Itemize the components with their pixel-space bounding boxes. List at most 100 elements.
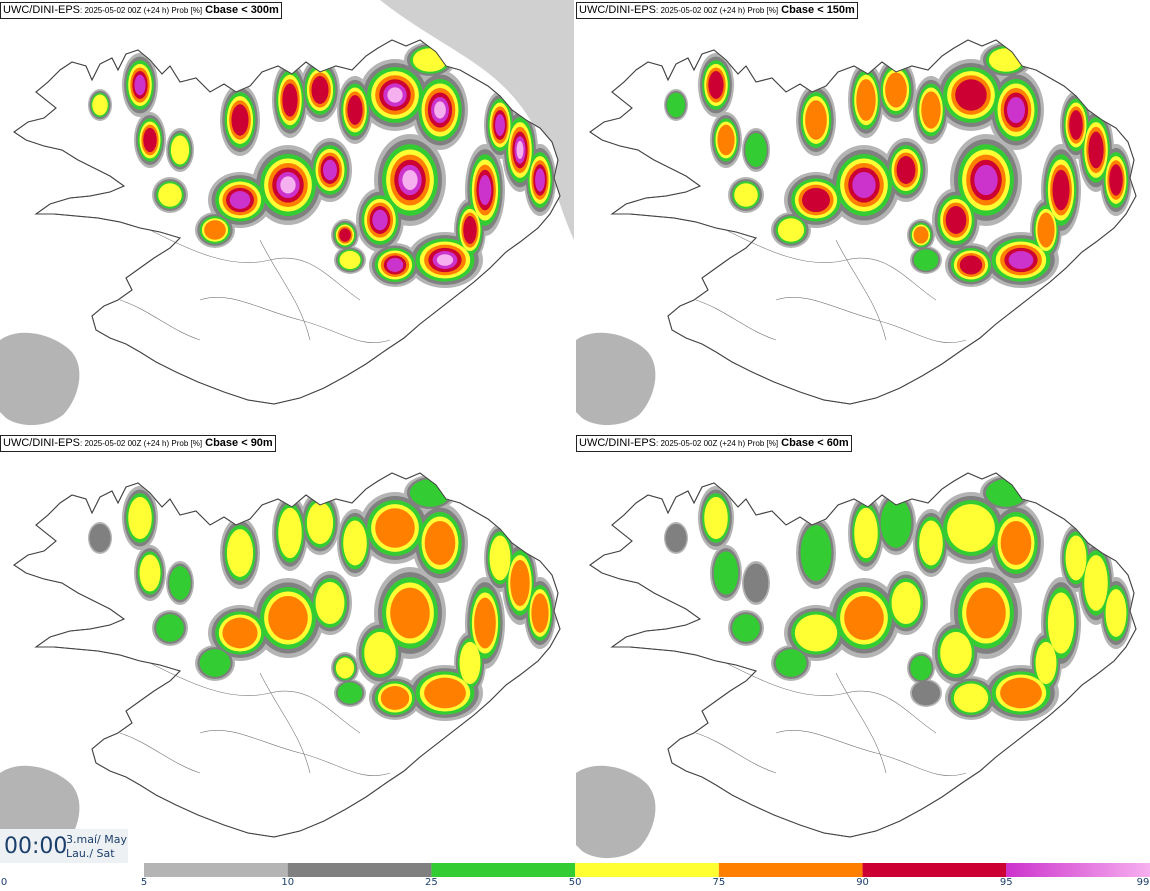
- region-boundary: [199, 729, 391, 777]
- prob-contour: [143, 127, 157, 153]
- prob-contour: [306, 501, 334, 545]
- region-boundary: [775, 296, 967, 344]
- probability-field: [664, 42, 1132, 288]
- region-boundary: [149, 662, 361, 734]
- prob-contour: [743, 563, 769, 603]
- region-boundary: [775, 729, 967, 777]
- prob-contour: [966, 587, 1006, 639]
- coastline-outline: [13, 39, 561, 405]
- probability-colorbar: [144, 863, 1150, 877]
- region-boundary: [725, 229, 937, 301]
- prob-contour: [337, 682, 363, 704]
- prob-contour: [199, 649, 231, 677]
- prob-contour: [1008, 251, 1034, 269]
- prob-contour: [282, 83, 298, 117]
- prob-contour: [666, 92, 686, 118]
- prob-contour: [856, 79, 876, 121]
- prob-contour: [387, 87, 403, 103]
- prob-contour: [170, 135, 190, 165]
- colorbar-tick-label: 90: [856, 877, 869, 888]
- prob-contour: [311, 76, 329, 104]
- colorbar-tick-label: 50: [568, 877, 582, 888]
- prob-contour: [732, 614, 760, 642]
- prob-contour: [775, 649, 807, 677]
- prob-contour: [339, 250, 361, 270]
- coastline-outline: [589, 472, 1137, 838]
- probability-field: [88, 42, 556, 288]
- prob-contour: [315, 581, 345, 625]
- coastline-outline: [589, 39, 1137, 405]
- prob-contour: [1047, 592, 1075, 654]
- prob-contour: [800, 525, 832, 581]
- prob-contour: [280, 176, 296, 194]
- prob-contour: [665, 523, 687, 553]
- valid-date-line1: 3.maí/ May: [66, 833, 127, 846]
- colorbar-tick-label: 0: [0, 877, 8, 888]
- prob-contour: [92, 94, 108, 116]
- colorbar-bin: [431, 863, 576, 877]
- prob-contour: [854, 507, 878, 559]
- region-boundary: [259, 672, 311, 774]
- prob-contour: [510, 559, 530, 607]
- iceland-probability-map: [0, 472, 561, 859]
- prob-contour: [1035, 641, 1057, 685]
- prob-contour: [1069, 110, 1083, 140]
- prob-contour: [335, 657, 355, 679]
- prob-contour: [516, 140, 524, 160]
- prob-contour: [231, 104, 249, 136]
- colorbar-bin-gradient: [1006, 863, 1150, 877]
- prob-contour: [375, 508, 415, 548]
- prob-contour: [364, 631, 396, 675]
- prob-contour: [339, 228, 351, 242]
- prob-contour: [424, 677, 466, 709]
- prob-contour: [386, 258, 404, 272]
- region-boundary: [149, 229, 361, 301]
- region-boundary: [695, 299, 777, 341]
- fog-area-northeast: [380, 0, 574, 240]
- prob-contour: [1065, 535, 1087, 581]
- colorbar-bin: [575, 863, 719, 877]
- prob-contour: [402, 170, 418, 190]
- prob-contour: [1037, 212, 1055, 248]
- panel-title: UWC/DINI-EPS: 2025-05-02 00Z (+24 h) Pro…: [576, 2, 858, 19]
- prob-contour: [128, 496, 152, 540]
- colorbar-tick-label: 95: [999, 877, 1013, 888]
- region-boundary: [725, 662, 937, 734]
- prob-contour: [913, 249, 939, 271]
- colorbar-tick-label: 99: [1136, 877, 1150, 888]
- prob-contour: [229, 191, 251, 209]
- prob-contour: [745, 133, 767, 167]
- colorbar-tick-label: 5: [140, 877, 148, 888]
- prob-contour: [343, 520, 367, 566]
- prob-contour: [434, 101, 446, 119]
- region-boundary: [259, 239, 311, 341]
- valid-time-clock: 00:00: [4, 834, 68, 859]
- prob-contour: [1007, 96, 1025, 124]
- prob-contour: [1000, 520, 1032, 566]
- fog-area-southwest: [576, 765, 656, 859]
- region-boundary: [119, 732, 201, 774]
- map-panel-300m: UWC/DINI-EPS: 2025-05-02 00Z (+24 h) Pro…: [0, 0, 574, 432]
- prob-contour: [459, 641, 481, 685]
- panel-title: UWC/DINI-EPS: 2025-05-02 00Z (+24 h) Pro…: [0, 2, 282, 19]
- prob-contour: [204, 220, 226, 240]
- prob-contour: [704, 496, 728, 540]
- prob-contour: [1084, 555, 1108, 611]
- region-boundary: [835, 672, 887, 774]
- prob-contour: [531, 593, 549, 633]
- region-boundary: [835, 239, 887, 341]
- prob-contour: [169, 566, 191, 600]
- coastline-outline: [13, 472, 561, 838]
- prob-contour: [802, 187, 830, 213]
- prob-contour: [919, 520, 943, 566]
- prob-contour: [156, 614, 184, 642]
- prob-contour: [474, 597, 496, 649]
- iceland-probability-map: [0, 0, 574, 426]
- fog-area-southwest: [0, 332, 80, 426]
- prob-contour: [947, 504, 995, 552]
- map-panel-90m: UWC/DINI-EPS: 2025-05-02 00Z (+24 h) Pro…: [0, 433, 574, 865]
- prob-contour: [134, 74, 146, 96]
- prob-contour: [489, 535, 511, 581]
- prob-contour: [885, 72, 907, 108]
- prob-contour: [226, 529, 254, 577]
